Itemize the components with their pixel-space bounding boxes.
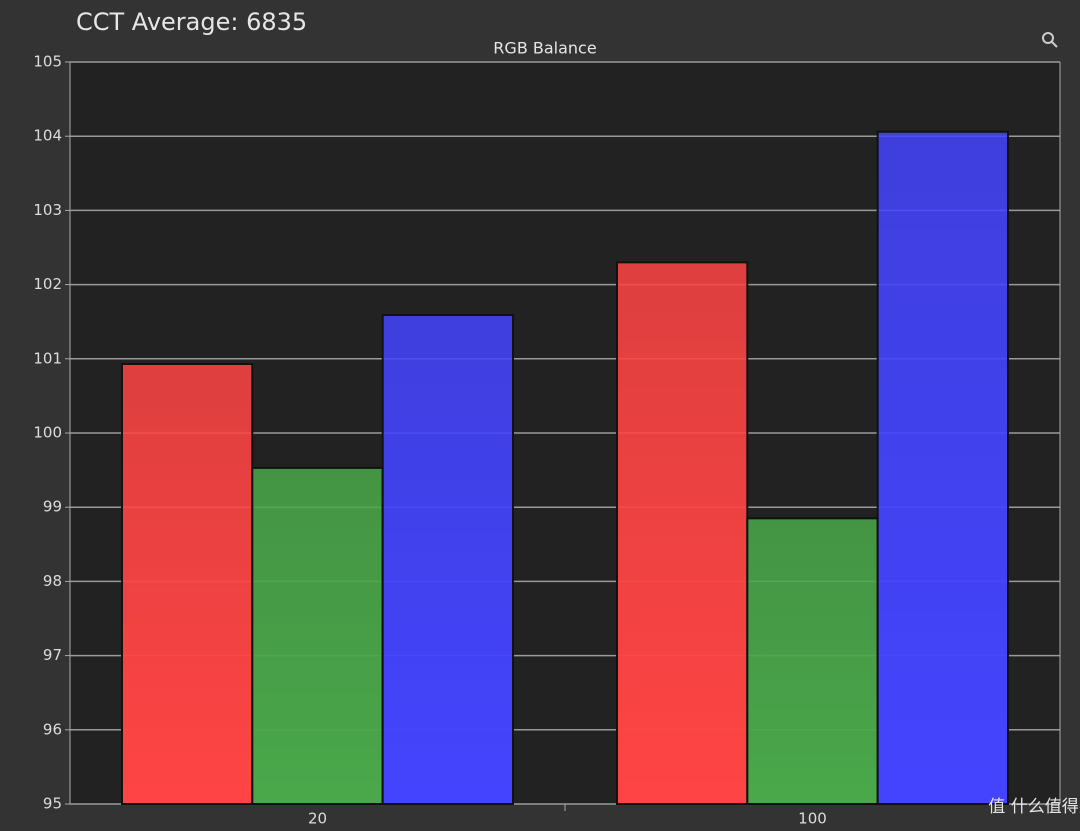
zoom-icon[interactable] <box>1042 32 1058 48</box>
bar <box>251 466 384 805</box>
chart-title: CCT Average: 6835 <box>76 8 307 36</box>
y-tick-label: 104 <box>33 127 62 145</box>
y-tick-label: 95 <box>43 795 62 813</box>
y-tick-label: 99 <box>43 498 62 516</box>
chart-subtitle: RGB Balance <box>493 39 596 58</box>
y-tick-label: 105 <box>33 53 62 71</box>
y-tick-label: 98 <box>43 572 62 590</box>
watermark: 值 什么值得买 <box>988 797 1080 817</box>
x-tick-label: 20 <box>308 810 327 828</box>
y-tick-label: 101 <box>33 349 62 367</box>
y-tick-label: 103 <box>33 201 62 219</box>
bar <box>381 314 515 805</box>
bar <box>615 261 749 805</box>
y-tick-label: 100 <box>33 424 62 442</box>
y-tick-label: 97 <box>43 646 62 664</box>
bar <box>746 517 879 806</box>
y-tick-label: 102 <box>33 275 62 293</box>
bar <box>876 130 1010 806</box>
bar <box>120 362 254 805</box>
y-tick-label: 96 <box>43 720 62 738</box>
x-tick-label: 100 <box>798 810 827 828</box>
